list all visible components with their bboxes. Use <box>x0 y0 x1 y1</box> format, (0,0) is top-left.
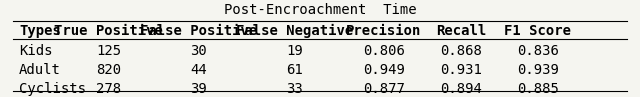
Text: False Positive: False Positive <box>140 24 257 38</box>
Text: 61: 61 <box>286 63 303 77</box>
Text: 33: 33 <box>286 82 303 96</box>
Text: 0.885: 0.885 <box>516 82 559 96</box>
Text: F1 Score: F1 Score <box>504 24 571 38</box>
Text: Kids: Kids <box>19 44 52 58</box>
Text: Types: Types <box>19 24 61 38</box>
Text: 125: 125 <box>96 44 122 58</box>
Text: 278: 278 <box>96 82 122 96</box>
Text: 0.931: 0.931 <box>440 63 482 77</box>
Text: 39: 39 <box>190 82 207 96</box>
Text: Adult: Adult <box>19 63 61 77</box>
Text: True Positive: True Positive <box>54 24 163 38</box>
Text: False Negative: False Negative <box>236 24 353 38</box>
Text: 0.939: 0.939 <box>516 63 559 77</box>
Text: 0.894: 0.894 <box>440 82 482 96</box>
Text: 30: 30 <box>190 44 207 58</box>
Text: 0.868: 0.868 <box>440 44 482 58</box>
Text: 0.949: 0.949 <box>363 63 405 77</box>
Text: Post-Encroachment  Time: Post-Encroachment Time <box>224 3 416 17</box>
Text: Cyclists: Cyclists <box>19 82 86 96</box>
Text: Recall: Recall <box>436 24 486 38</box>
Text: 0.806: 0.806 <box>363 44 405 58</box>
Text: 0.836: 0.836 <box>516 44 559 58</box>
Text: 44: 44 <box>190 63 207 77</box>
Text: 820: 820 <box>96 63 122 77</box>
Text: 19: 19 <box>286 44 303 58</box>
Text: 0.877: 0.877 <box>363 82 405 96</box>
Text: Precision: Precision <box>346 24 422 38</box>
